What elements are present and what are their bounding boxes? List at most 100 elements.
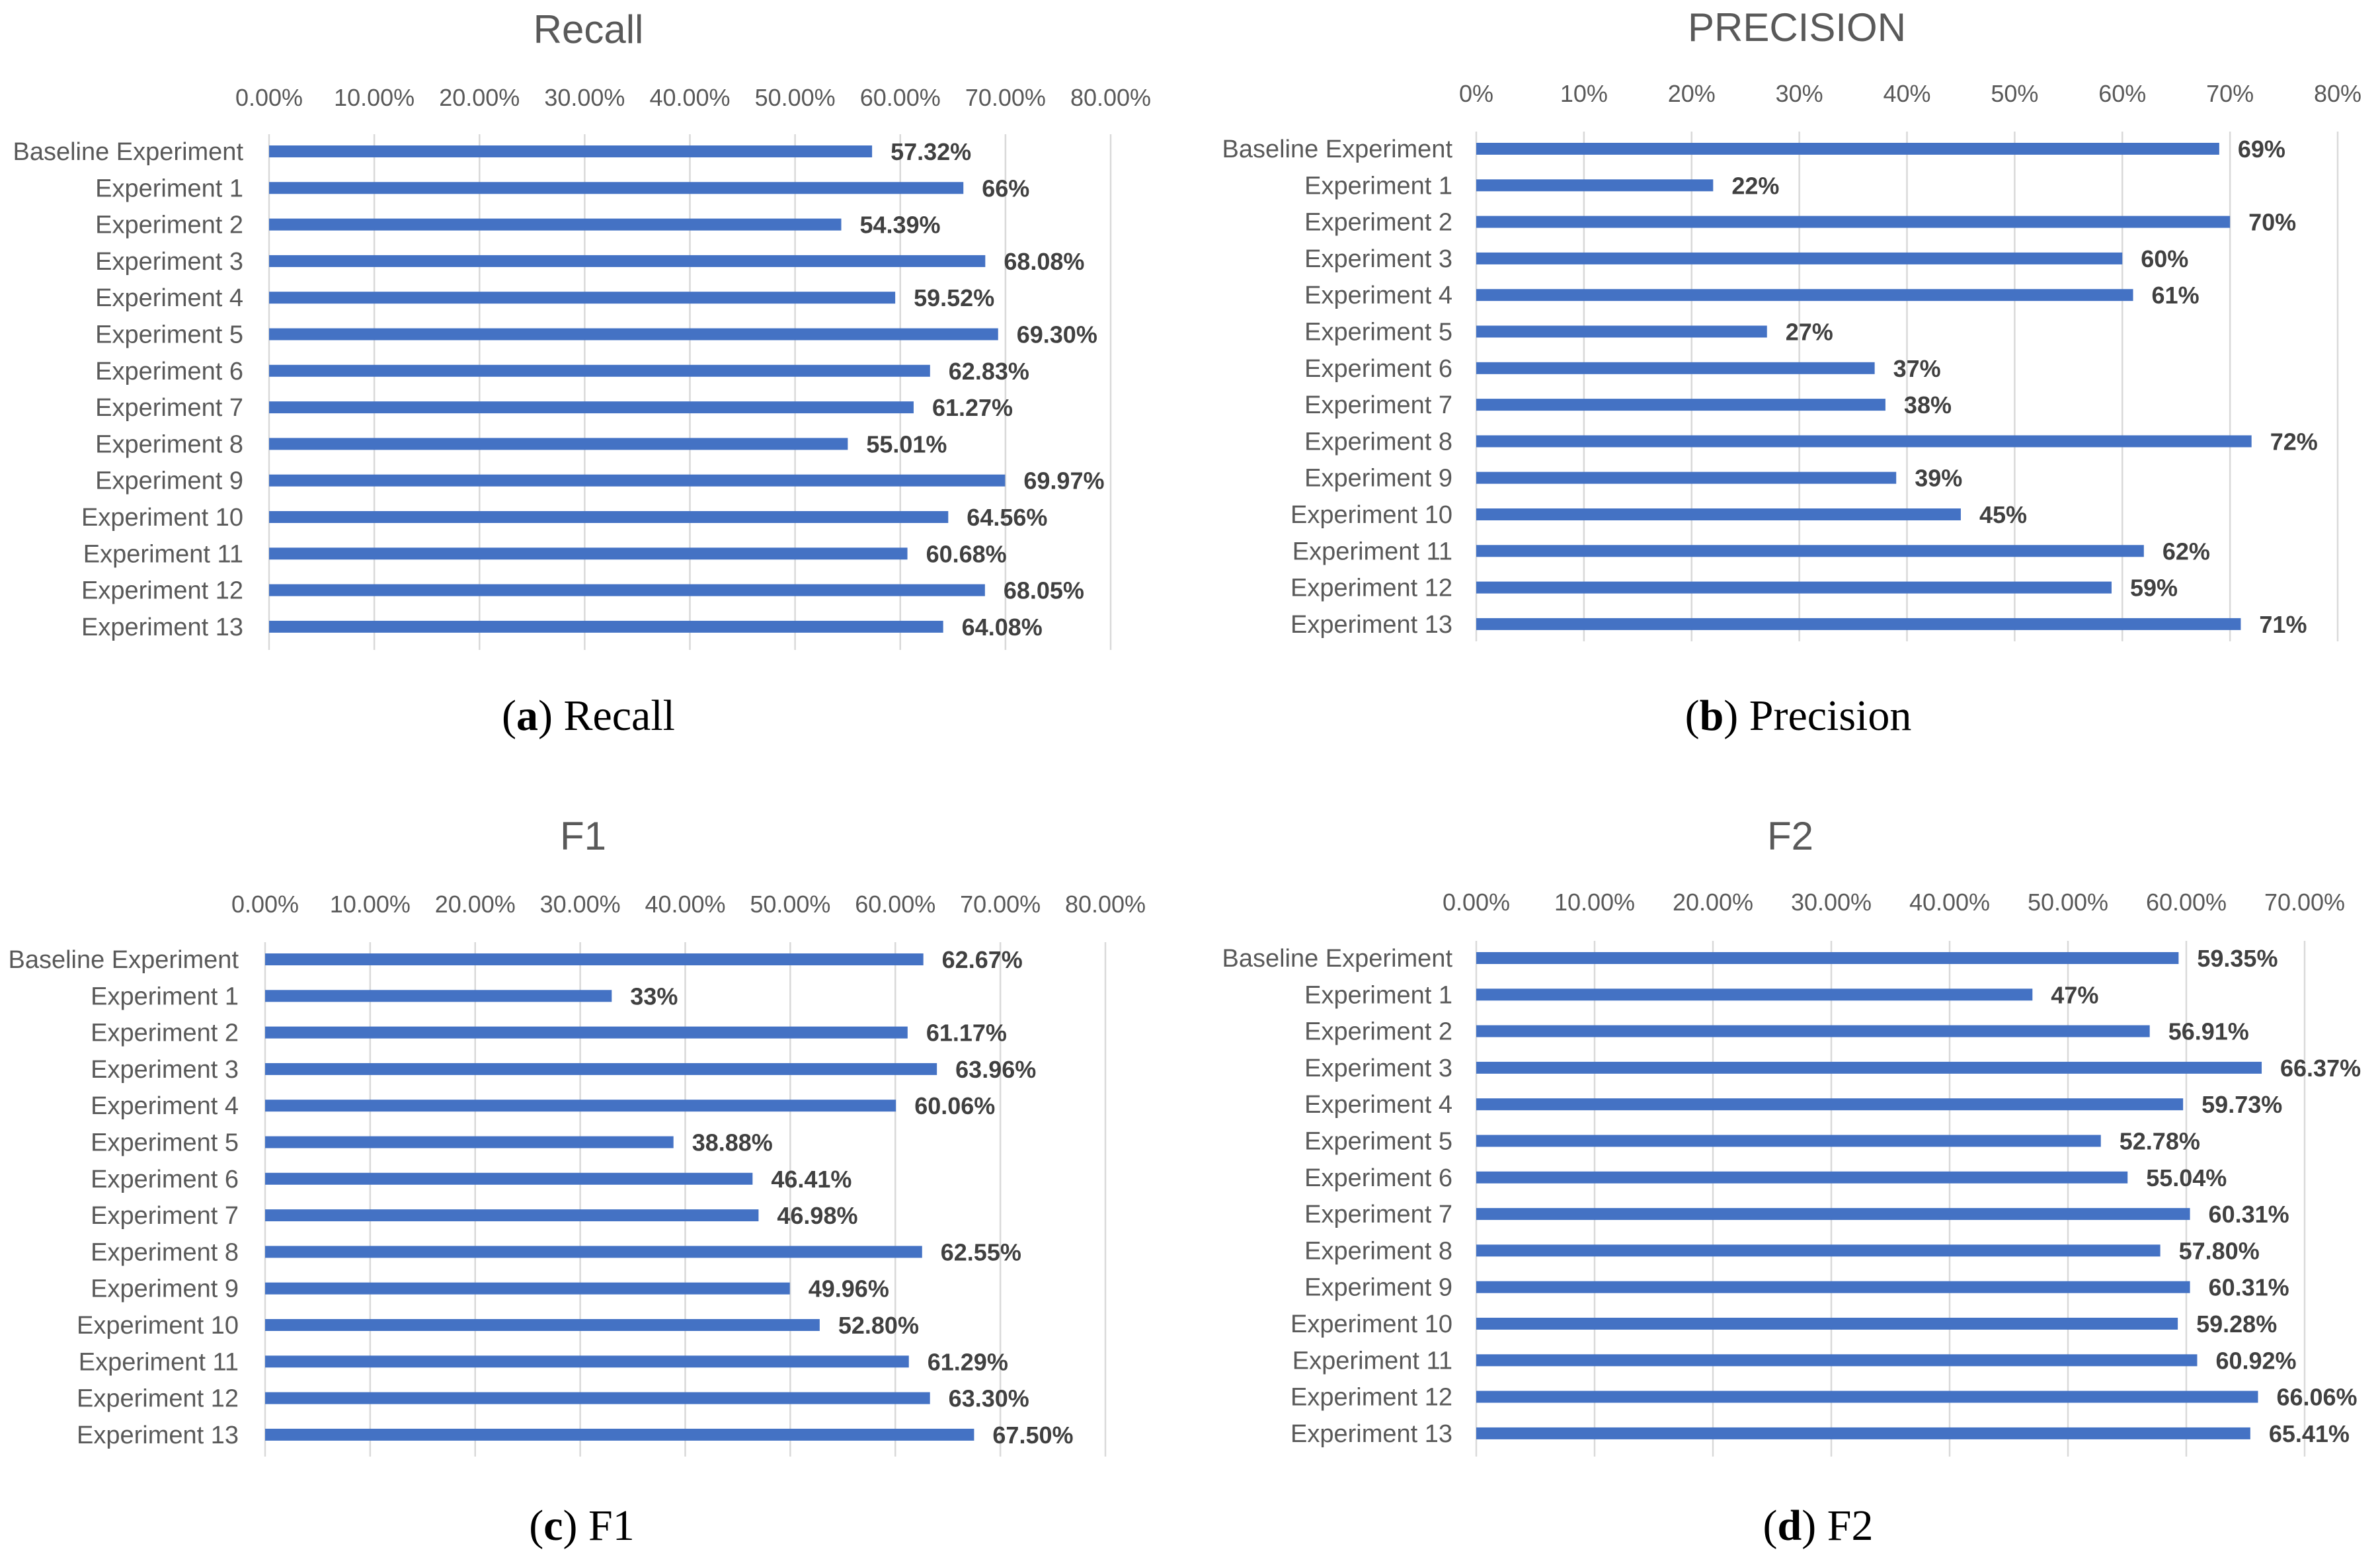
x-tick-label: 50.00% [755, 84, 836, 111]
category-label: Experiment 12 [1290, 1384, 1452, 1412]
category-label: Experiment 6 [95, 358, 243, 385]
data-label: 49.96% [809, 1275, 889, 1303]
category-label: Experiment 5 [95, 321, 243, 349]
data-label: 46.98% [777, 1202, 857, 1229]
chart-title: Recall [534, 7, 644, 52]
x-tick-label: 10% [1560, 80, 1608, 107]
x-tick-label: 20.00% [435, 891, 516, 918]
data-label: 61.17% [926, 1020, 1007, 1047]
category-label: Experiment 10 [1290, 501, 1452, 529]
f2-chart: F2 0.00% 10.00% 20.00% 30.00% 40.00% 50.00% 60… [1222, 814, 2361, 1457]
data-label: 67.50% [992, 1422, 1073, 1449]
bar [265, 1428, 974, 1441]
x-tick-label: 60.00% [860, 84, 941, 111]
category-label: Experiment 5 [1304, 1128, 1452, 1156]
bar [1476, 471, 1897, 484]
data-label: 47% [2051, 981, 2098, 1008]
category-label: Experiment 9 [91, 1275, 239, 1303]
x-tick-label: 20.00% [1673, 889, 1753, 916]
data-label: 59.35% [2197, 945, 2278, 972]
data-label: 56.91% [2168, 1018, 2249, 1045]
x-tick-label: 70% [2206, 80, 2254, 107]
bar [269, 182, 964, 194]
caption-text: Recall [563, 692, 676, 740]
bar [265, 953, 924, 965]
data-label: 39% [1915, 465, 1962, 492]
data-label: 37% [1893, 355, 1941, 382]
caption-text: F1 [588, 1502, 635, 1550]
category-label: Experiment 5 [1304, 319, 1452, 346]
caption-close-paren: ) [563, 1502, 578, 1550]
data-label: 62.83% [949, 358, 1029, 385]
category-label: Experiment 3 [95, 248, 243, 276]
data-label: 59% [2130, 575, 2178, 602]
data-label: 63.30% [949, 1385, 1029, 1412]
category-label: Experiment 7 [95, 394, 243, 422]
data-label: 69% [2238, 136, 2285, 163]
caption-open-paren: ( [501, 692, 516, 740]
bar [1476, 289, 2133, 301]
data-label: 60.68% [926, 540, 1007, 567]
x-tick-label: 60% [2098, 80, 2146, 107]
data-label: 60.31% [2209, 1274, 2289, 1301]
bar [1476, 1098, 2184, 1111]
x-tick-label: 30.00% [544, 84, 625, 111]
category-label: Experiment 2 [1304, 209, 1452, 237]
category-label: Experiment 9 [1304, 465, 1452, 493]
bar [1476, 508, 1961, 520]
category-label: Experiment 6 [1304, 1164, 1452, 1192]
x-tick-label: 80.00% [1065, 891, 1146, 918]
caption-text: Precision [1749, 692, 1912, 740]
x-tick-label: 60.00% [2146, 889, 2227, 916]
caption-open-paren: ( [1763, 1502, 1778, 1550]
data-label: 61.27% [932, 394, 1013, 421]
category-label: Experiment 8 [91, 1238, 239, 1266]
data-label: 54.39% [859, 212, 940, 239]
bar [265, 1172, 753, 1185]
data-label: 64.08% [962, 614, 1043, 641]
x-tick-label: 20% [1668, 80, 1716, 107]
data-label: 38% [1904, 391, 1952, 419]
category-label: Baseline Experiment [13, 138, 243, 166]
data-label: 62% [2162, 538, 2210, 565]
data-label: 59.28% [2196, 1310, 2277, 1338]
chart-title: F2 [1767, 814, 1813, 858]
category-label: Experiment 4 [1304, 282, 1452, 309]
x-tick-label: 40% [1883, 80, 1930, 107]
category-label: Experiment 1 [91, 983, 239, 1010]
data-label: 66.37% [2280, 1055, 2361, 1082]
bar [269, 255, 986, 267]
category-label: Experiment 8 [95, 430, 243, 458]
data-label: 66.06% [2276, 1384, 2357, 1411]
caption-precision: (b) Precision [1402, 691, 2195, 741]
bar [265, 1282, 790, 1295]
category-label: Experiment 8 [1304, 428, 1452, 456]
data-label: 22% [1731, 172, 1779, 199]
bar [1476, 399, 1885, 411]
x-tick-label: 50.00% [2028, 889, 2108, 916]
bar [1476, 1135, 2101, 1147]
data-label: 68.05% [1004, 577, 1084, 604]
bar [1476, 1061, 2262, 1074]
category-label: Experiment 1 [1304, 981, 1452, 1009]
x-tick-label: 10.00% [1554, 889, 1635, 916]
f1-chart: F1 0.00% 10.00% 20.00% 30.00% 40.00% 50.00% 60… [8, 814, 1146, 1457]
data-label: 52.78% [2120, 1128, 2200, 1155]
precision-chart: PRECISION 0% 10% 20% 30% 40% 50% 60% 70% 80% Base… [1222, 5, 2361, 641]
bar [1476, 1281, 2190, 1293]
data-label: 38.88% [692, 1129, 773, 1156]
data-label: 33% [630, 983, 678, 1010]
bar [1476, 545, 2144, 557]
data-label: 52.80% [838, 1312, 919, 1339]
data-label: 61% [2152, 282, 2200, 309]
data-label: 65.41% [2269, 1420, 2350, 1447]
category-label: Experiment 4 [91, 1092, 239, 1120]
bar [269, 292, 896, 304]
data-label: 59.73% [2202, 1091, 2282, 1118]
category-label: Baseline Experiment [1222, 136, 1452, 163]
category-label: Baseline Experiment [8, 946, 239, 974]
category-label: Experiment 2 [91, 1020, 239, 1047]
bar [265, 1355, 909, 1368]
category-label: Experiment 12 [81, 577, 243, 605]
data-label: 46.41% [771, 1166, 852, 1193]
